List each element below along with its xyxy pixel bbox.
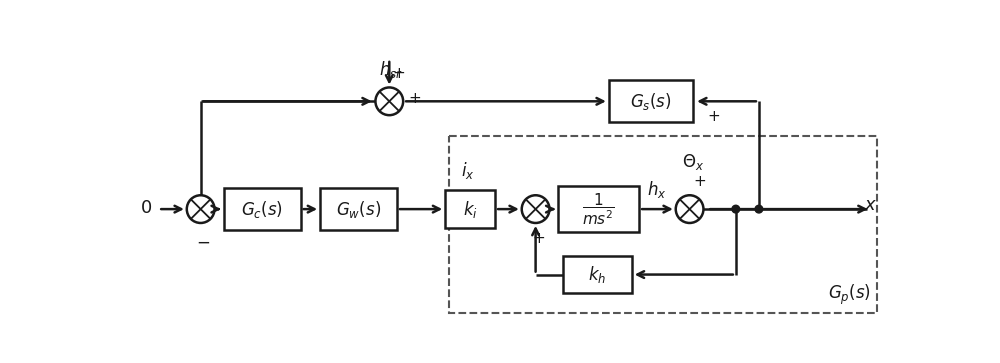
Text: $x$: $x$ (864, 196, 877, 214)
Text: $G_w(s)$: $G_w(s)$ (336, 199, 381, 220)
Text: $+$: $+$ (693, 174, 706, 189)
Text: 0: 0 (141, 199, 152, 217)
Bar (320, 188, 397, 230)
Text: $h_{sr}$: $h_{sr}$ (379, 59, 403, 80)
Bar (558, 186, 639, 232)
Text: $+$: $+$ (408, 91, 421, 106)
Text: $k_i$: $k_i$ (463, 199, 478, 220)
Text: $+$: $+$ (392, 66, 406, 81)
Text: $+$: $+$ (532, 231, 545, 246)
Text: $+$: $+$ (707, 109, 720, 124)
Text: $-$: $-$ (196, 232, 210, 250)
Text: $i_x$: $i_x$ (461, 160, 475, 181)
Text: $G_p(s)$: $G_p(s)$ (828, 283, 871, 307)
Bar (609, 80, 693, 122)
Text: $G_s(s)$: $G_s(s)$ (630, 91, 672, 112)
Text: $G_c(s)$: $G_c(s)$ (241, 199, 283, 220)
Circle shape (755, 205, 763, 213)
Bar (224, 188, 301, 230)
Bar (445, 190, 495, 228)
Text: $h_x$: $h_x$ (647, 179, 666, 200)
Circle shape (732, 205, 740, 213)
Text: $k_h$: $k_h$ (588, 264, 606, 285)
Text: $\Theta_x$: $\Theta_x$ (682, 152, 705, 172)
Text: $\dfrac{1}{ms^2}$: $\dfrac{1}{ms^2}$ (582, 191, 615, 227)
Bar (449, 136, 877, 313)
Bar (563, 256, 632, 293)
